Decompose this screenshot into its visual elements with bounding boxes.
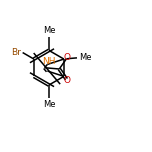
Text: Me: Me bbox=[79, 53, 92, 62]
Text: Me: Me bbox=[43, 100, 55, 109]
Text: O: O bbox=[64, 53, 71, 62]
Text: NH: NH bbox=[42, 57, 55, 66]
Text: Br: Br bbox=[12, 48, 21, 57]
Text: O: O bbox=[64, 76, 71, 85]
Text: Me: Me bbox=[43, 26, 55, 35]
